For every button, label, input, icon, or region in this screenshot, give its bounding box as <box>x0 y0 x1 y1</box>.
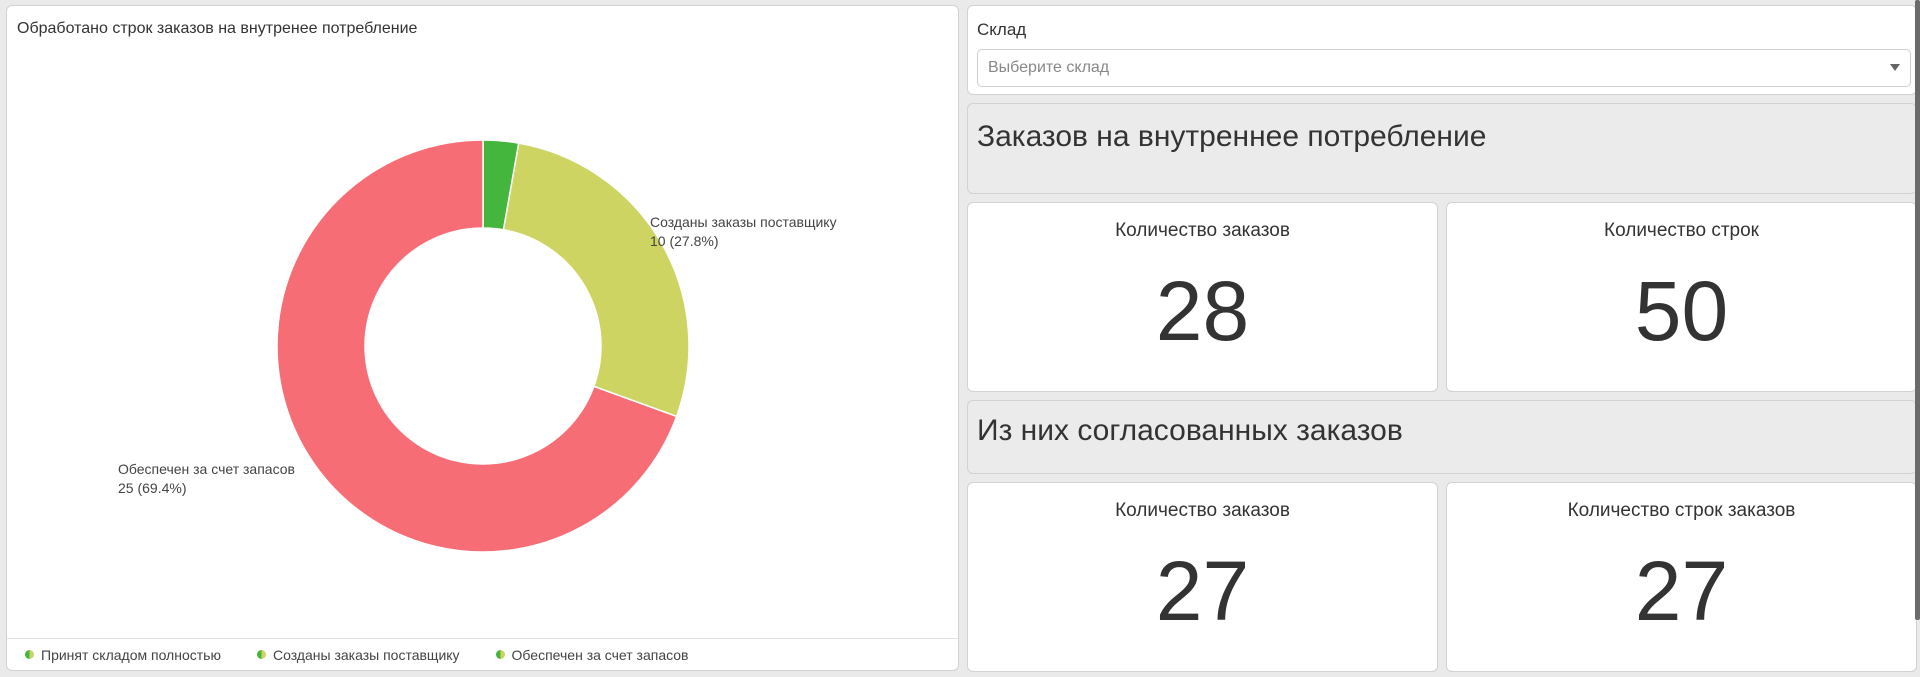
legend-item-suppliers[interactable]: Созданы заказы поставщику <box>256 646 460 663</box>
warehouse-select-placeholder: Выберите склад <box>988 59 1110 76</box>
section-title: Из них согласованных заказов <box>977 414 1403 447</box>
warehouse-filter-panel: Склад Выберите склад <box>967 5 1917 95</box>
slice-label-suppliers: Созданы заказы поставщику 10 (27.8%) <box>650 213 837 251</box>
warehouse-select[interactable]: Выберите склад <box>977 49 1911 87</box>
chart-title: Обработано строк заказов на внутренее по… <box>17 20 418 37</box>
kpi-label: Количество строк <box>1604 220 1759 241</box>
kpi-label: Количество заказов <box>1115 220 1290 241</box>
kpi-card-lines-count: Количество строк 50 <box>1446 202 1917 392</box>
slice-label-suppliers-value: 10 (27.8%) <box>650 233 719 249</box>
kpi-card-approved-orders-count: Количество заказов 27 <box>967 482 1438 672</box>
kpi-value: 50 <box>1634 264 1729 358</box>
legend-item-label: Принят складом полностью <box>41 646 221 663</box>
warehouse-filter-label: Склад <box>977 20 1027 39</box>
legend-item-label: Созданы заказы поставщику <box>272 646 460 663</box>
slice-label-stock: Обеспечен за счет запасов 25 (69.4%) <box>118 460 295 498</box>
slice-label-stock-name: Обеспечен за счет запасов <box>118 461 295 477</box>
legend-dot-icon <box>256 650 266 659</box>
legend-item-stock[interactable]: Обеспечен за счет запасов <box>495 646 689 663</box>
page-scrollbar[interactable] <box>1915 0 1920 620</box>
donut-slice-1[interactable] <box>502 142 690 418</box>
legend-dot-icon <box>495 650 505 659</box>
slice-label-stock-value: 25 (69.4%) <box>118 480 187 496</box>
kpi-value: 27 <box>1634 544 1729 638</box>
chevron-down-icon <box>1890 64 1900 71</box>
section-header-approved-orders: Из них согласованных заказов <box>967 400 1917 474</box>
legend-item-accepted[interactable]: Принят складом полностью <box>25 647 221 663</box>
legend-item-label: Обеспечен за счет запасов <box>511 646 689 663</box>
slice-label-suppliers-name: Созданы заказы поставщику <box>650 214 837 230</box>
section-header-internal-orders: Заказов на внутреннее потребление <box>967 103 1917 194</box>
chart-panel: Обработано строк заказов на внутренее по… <box>6 5 959 671</box>
legend-dot-icon <box>25 650 34 659</box>
kpi-value: 28 <box>1155 264 1250 358</box>
donut-slice-2[interactable] <box>276 139 678 553</box>
section-title: Заказов на внутреннее потребление <box>977 120 1487 153</box>
kpi-card-approved-lines-count: Количество строк заказов 27 <box>1446 482 1917 672</box>
donut-chart <box>276 139 690 553</box>
kpi-card-orders-count: Количество заказов 28 <box>967 202 1438 392</box>
kpi-label: Количество заказов <box>1115 500 1290 521</box>
kpi-value: 27 <box>1155 544 1250 638</box>
kpi-label: Количество строк заказов <box>1567 500 1796 521</box>
chart-legend: Принят складом полностью Созданы заказы … <box>7 638 958 670</box>
